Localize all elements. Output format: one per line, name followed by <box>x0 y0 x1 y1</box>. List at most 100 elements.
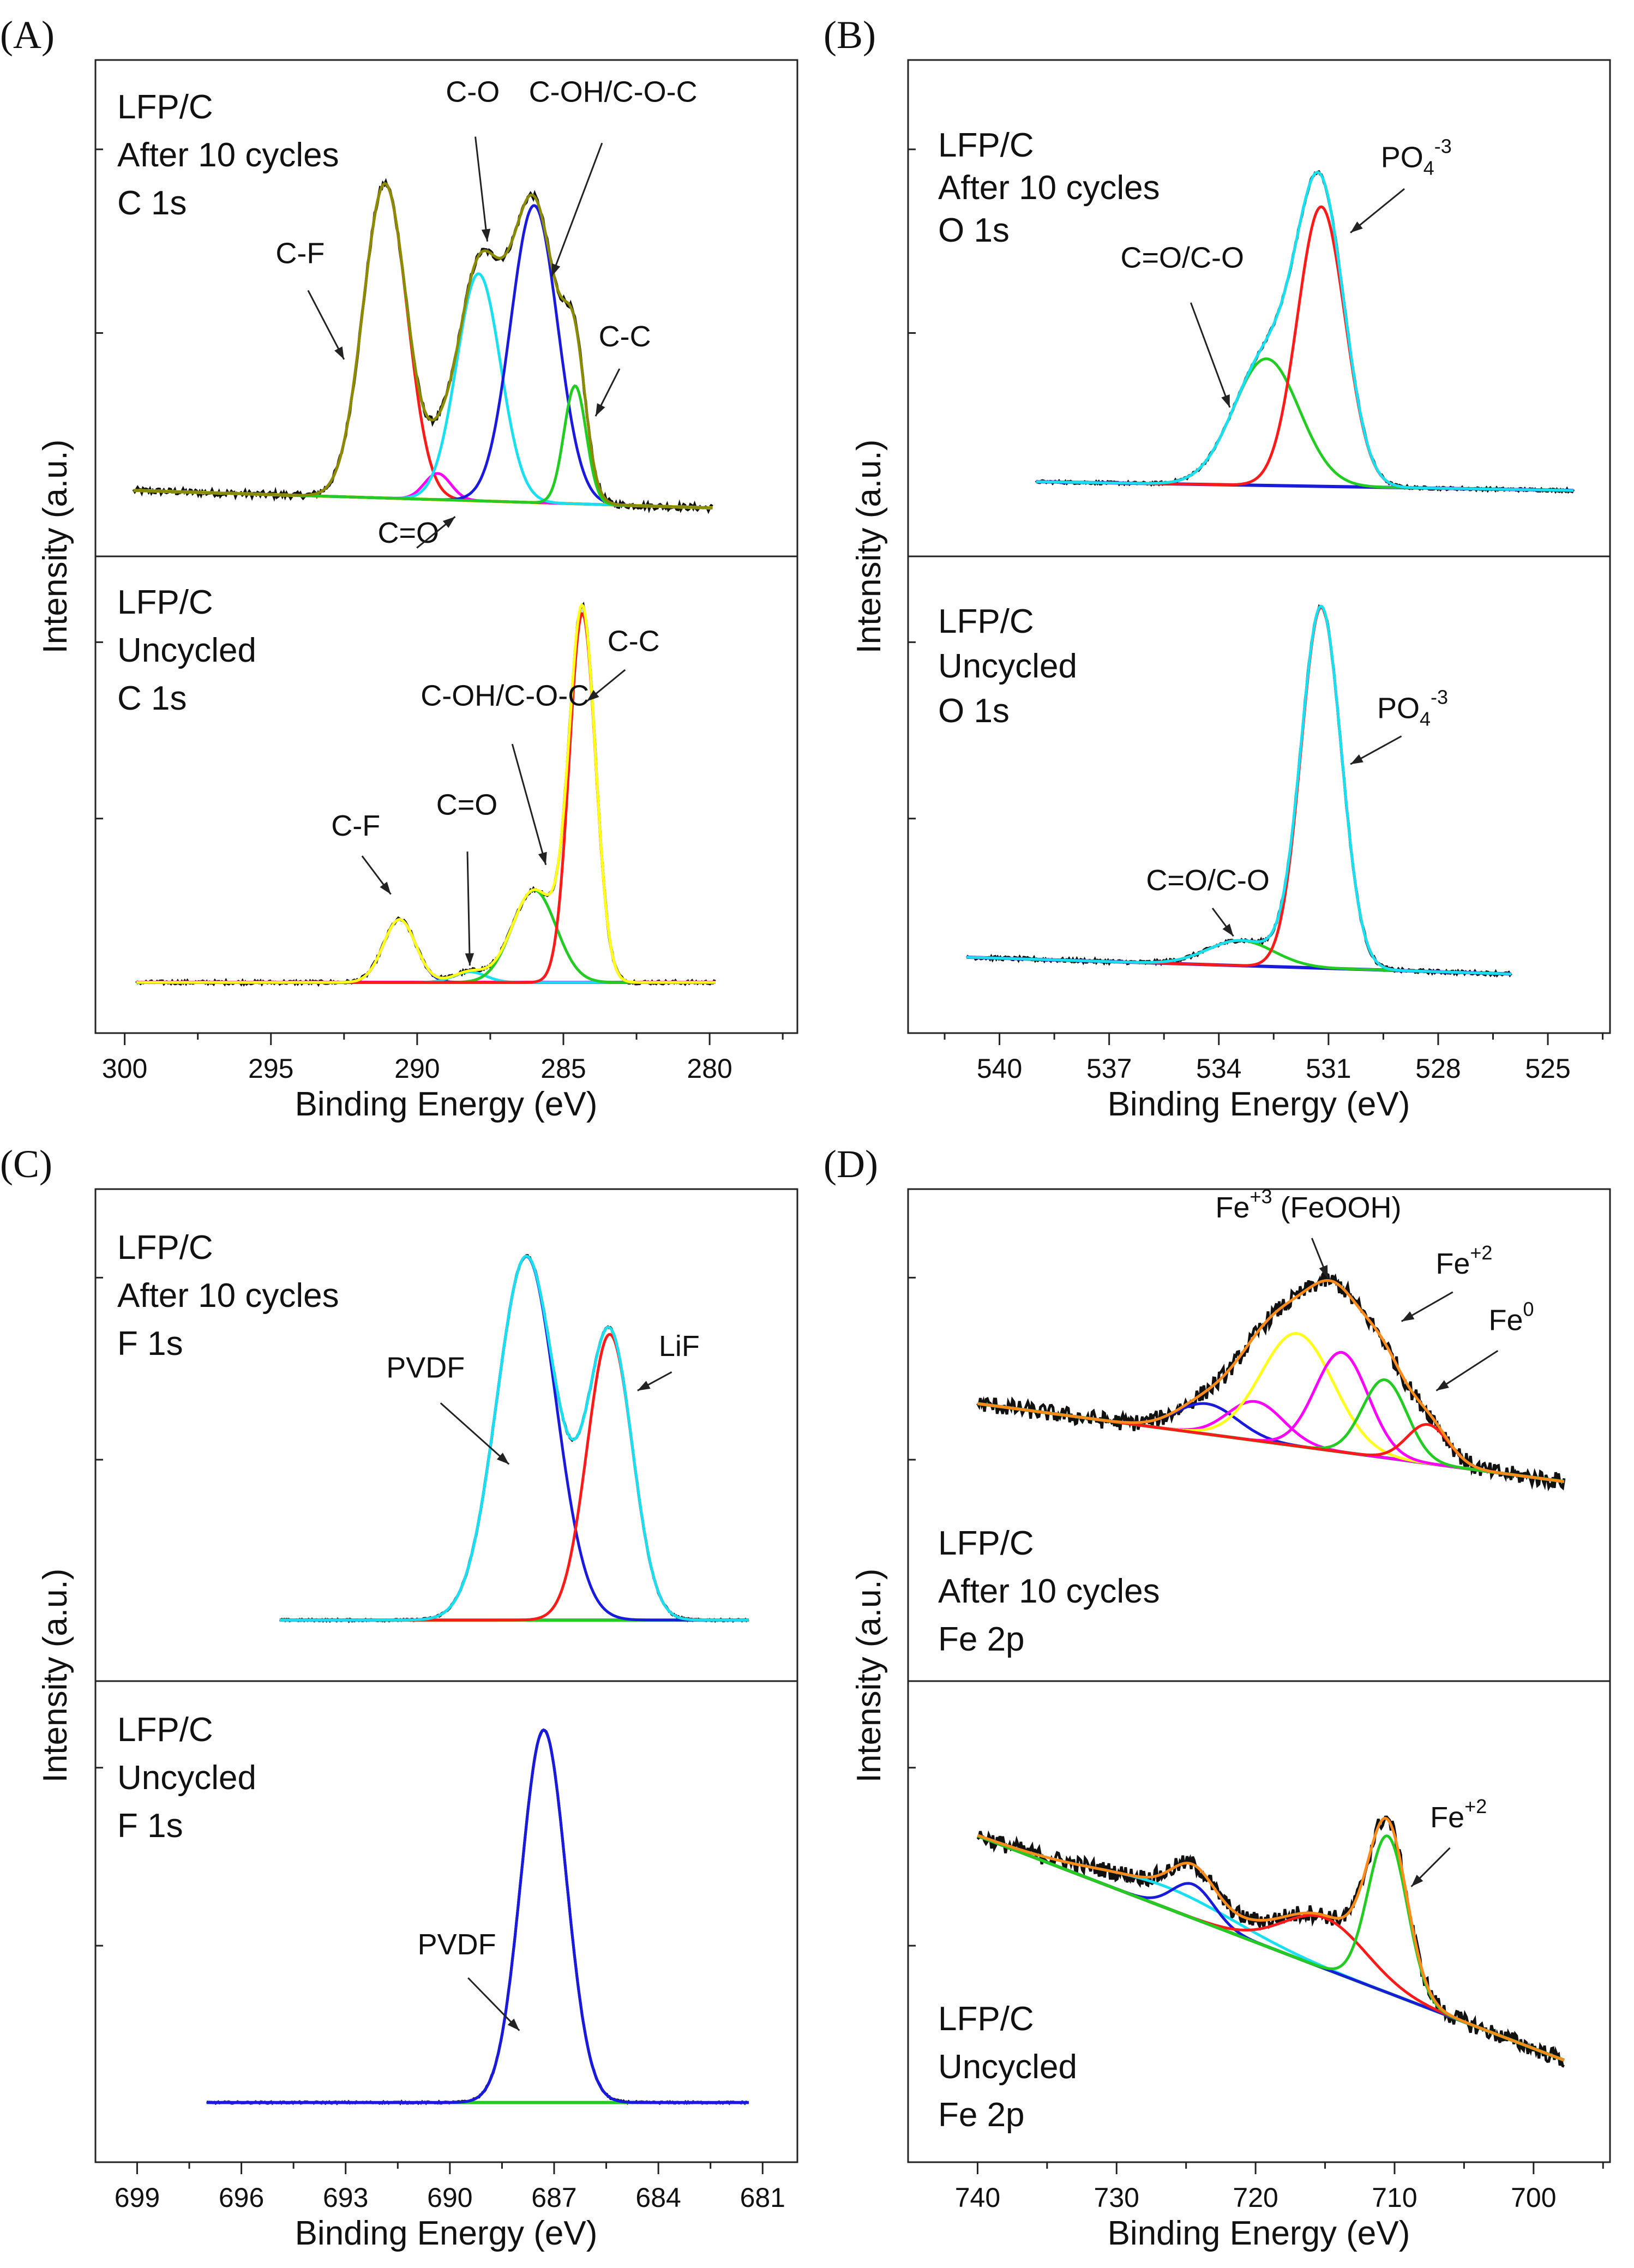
panel-b-after-peak-c-o-c-o <box>1036 357 1574 492</box>
panel-c-after-line-3: F 1s <box>117 1325 183 1363</box>
panel-c-xtick-label-696: 696 <box>219 2182 264 2213</box>
panel-c-unc-label-0-arrowhead <box>507 2018 520 2031</box>
panel-b-after-label-1-arrowhead <box>1350 221 1363 233</box>
panel-d-unc-line-2: Uncycled <box>938 2048 1077 2086</box>
panel-label-c: (C) <box>0 1142 52 1186</box>
panel-d-x-axis-label: Binding Energy (eV) <box>1108 2215 1410 2252</box>
panel-b-after-line-1: LFP/C <box>938 127 1034 164</box>
panel-b-after-line-2: After 10 cycles <box>938 169 1160 207</box>
panel-b-x-axis-label: Binding Energy (eV) <box>1108 1085 1410 1123</box>
panel-a-unc-label-0: C-F <box>331 809 380 842</box>
panel-b-frame <box>907 59 1611 1034</box>
panel-a-after-label-3: C-C <box>599 320 651 353</box>
panel-d-xtick-label-720: 720 <box>1233 2182 1278 2213</box>
panel-d-y-axis-label: Intensity (a.u.) <box>850 1569 888 1783</box>
panel-a-unc-label-2-arrowhead <box>538 851 547 865</box>
panel-a-after-label-2: C-OH/C-O-C <box>529 75 698 108</box>
panel-a-after-label-1: C-O <box>446 75 500 108</box>
panel-d-after-line-2: After 10 cycles <box>938 1573 1160 1610</box>
panel-b-after-peak-po4 <box>1036 205 1574 492</box>
panel-a-unc-label-1: C=O <box>436 788 498 821</box>
panel-d-frame <box>907 1188 1611 2163</box>
panel-c-y-axis-label: Intensity (a.u.) <box>37 1569 74 1783</box>
panel-a-after-line-3: C 1s <box>117 184 187 222</box>
panel-b-unc-label-1: PO4-3 <box>1377 686 1448 730</box>
panel-c-xtick-label-699: 699 <box>115 2182 160 2213</box>
panel-a-xtick-label-295: 295 <box>248 1053 293 1084</box>
panel-d-xtick-label-740: 740 <box>955 2182 1000 2213</box>
panel-a-xtick-label-290: 290 <box>394 1053 440 1084</box>
panel-d-after-label-0-arrowhead <box>1319 1265 1328 1279</box>
panel-c-unc-line-2: Uncycled <box>117 1759 256 1797</box>
panel-b-unc-line-2: Uncycled <box>938 647 1077 685</box>
panel-c-unc-label-0: PVDF <box>418 1928 496 1961</box>
panel-d-unc-label-0: Fe+2 <box>1430 1795 1487 1834</box>
panel-a-xtick-label-300: 300 <box>102 1053 147 1084</box>
panel-b-after-label-0-arrow-line <box>1190 302 1231 408</box>
panel-b-unc-envelope <box>966 604 1511 976</box>
panel-b-unc-label-1-arrowhead <box>1350 754 1363 765</box>
panel-a-after-label-0-arrow-line <box>307 290 345 360</box>
panel-c-unc-peak-pvdf <box>206 1728 749 2104</box>
panel-b-after-raw-data <box>1035 170 1575 494</box>
panel-b-unc-label-0: C=O/C-O <box>1146 864 1270 897</box>
panel-c: (C) LFP/C After 10 cycles F 1s LFP/C Unc… <box>0 1142 798 2252</box>
panel-a-unc-peak-c-f <box>136 918 716 984</box>
panel-label-d: (D) <box>824 1142 878 1186</box>
panel-d-after-label-0: Fe+3 (FeOOH) <box>1215 1185 1401 1224</box>
panel-a-after-label-4-arrowhead <box>442 517 455 528</box>
panel-a-unc-label-2-arrow-line <box>511 743 547 866</box>
panel-a-unc-label-3: C-C <box>608 625 660 657</box>
panel-c-xtick-label-681: 681 <box>740 2182 785 2213</box>
panel-d-xtick-label-700: 700 <box>1511 2182 1556 2213</box>
panel-c-after-raw-data <box>279 1254 749 1623</box>
panel-b-unc-line-1: LFP/C <box>938 603 1034 640</box>
panel-d-xtick-label-730: 730 <box>1094 2182 1139 2213</box>
panel-a-after-line-1: LFP/C <box>117 88 213 126</box>
panel-a-unc-line-3: C 1s <box>117 680 187 717</box>
panel-b-xtick-label-537: 537 <box>1086 1053 1132 1084</box>
panel-a-y-axis-label: Intensity (a.u.) <box>37 440 74 654</box>
panel-a-xtick-label-280: 280 <box>687 1053 732 1084</box>
panel-label-a: (A) <box>0 13 55 57</box>
panel-d-after-envelope <box>977 1279 1565 1483</box>
panel-b-xtick-label-528: 528 <box>1415 1053 1461 1084</box>
panel-d-xtick-label-710: 710 <box>1372 2182 1417 2213</box>
panel-b-after-label-1: PO4-3 <box>1381 135 1452 179</box>
panel-a-after-line-2: After 10 cycles <box>117 136 339 174</box>
panel-a-unc-label-1-arrow-line <box>466 851 471 966</box>
panel-d-unc-envelope <box>977 1816 1565 2062</box>
panel-a-x-axis-label: Binding Energy (eV) <box>295 1085 598 1123</box>
panel-a-unc-line-2: Uncycled <box>117 632 256 669</box>
panel-a: (A) LFP/C After 10 cycles C 1s LFP/C Unc… <box>0 13 798 1123</box>
panel-a-unc-label-2: C-OH/C-O-C <box>420 679 589 712</box>
panel-b-xtick-label-531: 531 <box>1306 1053 1351 1084</box>
panel-c-xtick-label-693: 693 <box>323 2182 368 2213</box>
panel-c-x-axis-label: Binding Energy (eV) <box>295 2215 598 2252</box>
panel-d-unc-label-0-arrowhead <box>1411 1875 1423 1887</box>
panel-d-after-raw-data <box>976 1268 1566 1492</box>
panel-c-xtick-label-684: 684 <box>635 2182 681 2213</box>
panel-d-after-line-3: Fe 2p <box>938 1621 1025 1658</box>
panel-c-unc-line-3: F 1s <box>117 1807 183 1845</box>
panel-b: (B) LFP/C After 10 cycles O 1s LFP/C Unc… <box>824 13 1611 1123</box>
panel-d-unc-line-3: Fe 2p <box>938 2096 1025 2134</box>
panel-c-xtick-label-690: 690 <box>427 2182 472 2213</box>
panel-c-after-label-0-arrow-line <box>440 1402 510 1465</box>
panel-d-after-line-1: LFP/C <box>938 1525 1034 1562</box>
panel-a-after-envelope <box>133 182 713 509</box>
panel-d: (D) LFP/C After 10 cycles Fe 2p LFP/C Un… <box>824 1142 1611 2252</box>
panel-a-unc-label-1-arrowhead <box>465 953 474 966</box>
panel-a-after-label-1-arrow-line <box>474 136 489 242</box>
panel-b-y-axis-label: Intensity (a.u.) <box>850 440 888 654</box>
panel-b-unc-line-3: O 1s <box>938 692 1010 730</box>
panel-a-after-label-0-arrowhead <box>334 346 344 359</box>
panel-c-after-peak-lif <box>279 1333 749 1622</box>
panel-c-after-peak-pvdf <box>279 1255 749 1622</box>
panel-d-unc-line-1: LFP/C <box>938 2000 1034 2038</box>
panel-a-frame <box>94 59 798 1034</box>
panel-c-after-envelope <box>279 1255 749 1622</box>
panel-d-after-label-2-arrowhead <box>1436 1380 1449 1391</box>
panel-a-after-label-4: C=O <box>378 517 440 549</box>
